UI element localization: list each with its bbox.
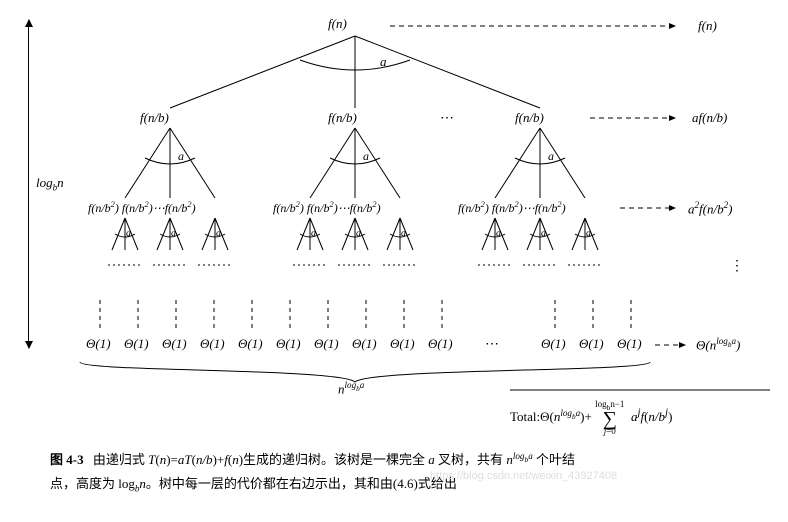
height-arrow <box>28 20 29 348</box>
leaf-1: Θ(1) <box>86 336 111 352</box>
leaf-12: Θ(1) <box>579 336 604 352</box>
lvl2-cost: a2f(n/b2) <box>688 200 733 217</box>
svg-text:a: a <box>401 228 406 239</box>
svg-text:a: a <box>311 228 316 239</box>
leaf-9: Θ(1) <box>390 336 415 352</box>
caption-text-1: 由递归式 T(n)=aT(n/b)+f(n)生成的递归树。该树是一棵完全 a 叉… <box>93 452 575 467</box>
svg-text:a: a <box>356 228 361 239</box>
svg-text:⋮: ⋮ <box>730 259 744 274</box>
tree-edges: a a a a ⋯ <box>10 10 778 440</box>
svg-text:a: a <box>380 54 387 69</box>
leaf-13: Θ(1) <box>617 336 642 352</box>
leaf-10: Θ(1) <box>428 336 453 352</box>
root-label: f(n) <box>328 16 347 32</box>
lvl1-cost: af(n/b) <box>692 110 727 126</box>
svg-text:a: a <box>171 228 176 239</box>
svg-text:a: a <box>496 228 501 239</box>
figure-caption: 图 4-3 由递归式 T(n)=aT(n/b)+f(n)生成的递归树。该树是一棵… <box>10 448 778 497</box>
watermark: https://blog.csdn.net/weixin_43927408 <box>430 470 617 482</box>
svg-text:a: a <box>586 228 591 239</box>
height-label: logbn <box>36 175 64 193</box>
leaf-3: Θ(1) <box>162 336 187 352</box>
leaf-cost: Θ(nlogba) <box>696 336 740 353</box>
lvl1-node-1: f(n/b) <box>140 110 169 126</box>
brace-label: nlogba <box>338 380 364 397</box>
leaf-11: Θ(1) <box>541 336 566 352</box>
svg-text:a: a <box>548 149 554 163</box>
leaf-7: Θ(1) <box>314 336 339 352</box>
svg-text:a: a <box>216 228 221 239</box>
leaf-4: Θ(1) <box>200 336 225 352</box>
leaf-2: Θ(1) <box>124 336 149 352</box>
svg-text:⋯: ⋯ <box>485 337 499 352</box>
svg-text:⋯: ⋯ <box>440 111 454 126</box>
recursion-tree-diagram: logbn a a a <box>10 10 778 440</box>
svg-text:a: a <box>178 149 184 163</box>
svg-text:a: a <box>126 228 131 239</box>
svg-text:a: a <box>541 228 546 239</box>
lvl2-g3: f(n/b2) f(n/b2)⋯f(n/b2) <box>458 200 566 216</box>
leaf-8: Θ(1) <box>352 336 377 352</box>
caption-text-2: 点，高度为 logbn。树中每一层的代价都在右边示出，其和由(4.6)式给出 <box>50 476 457 491</box>
lvl1-node-3: f(n/b) <box>515 110 544 126</box>
figure-number: 图 4-3 <box>50 452 84 467</box>
svg-text:a: a <box>363 149 369 163</box>
leaf-5: Θ(1) <box>238 336 263 352</box>
root-cost: f(n) <box>698 18 717 34</box>
leaf-6: Θ(1) <box>276 336 301 352</box>
total-formula: Total:Θ(nlogba)+ logbn−1 ∑ j=0 ajf(n/bj) <box>510 400 672 436</box>
lvl1-node-2: f(n/b) <box>328 110 357 126</box>
lvl2-g1: f(n/b2) f(n/b2)⋯f(n/b2) <box>88 200 196 216</box>
lvl2-g2: f(n/b2) f(n/b2)⋯f(n/b2) <box>273 200 381 216</box>
